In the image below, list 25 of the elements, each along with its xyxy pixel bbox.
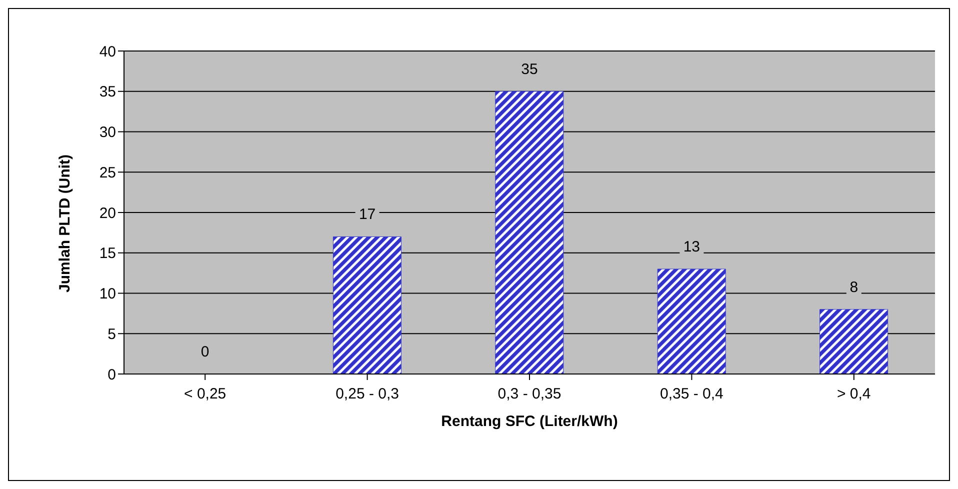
y-tick-label: 20 [99, 204, 116, 222]
y-tick-label: 10 [99, 286, 116, 303]
y-tick-label: 40 [99, 43, 116, 60]
y-tick-label: 30 [99, 124, 116, 142]
y-axis-title: Jumlah PLTD (Unit) [56, 154, 74, 292]
data-label: 0 [200, 344, 210, 360]
x-tick-label: 0,3 - 0,35 [498, 386, 562, 403]
x-axis-title: Rentang SFC (Liter/kWh) [441, 413, 618, 430]
bar [332, 236, 402, 374]
data-label: 8 [850, 278, 858, 296]
x-tick-label: 0,25 - 0,3 [336, 386, 399, 403]
x-tick-label: 0,35 - 0,4 [660, 386, 724, 403]
data-label: 17 [358, 206, 376, 224]
y-tick-label: 15 [99, 245, 116, 262]
data-label: 13 [683, 238, 700, 256]
x-tick-label: < 0,25 [184, 386, 226, 403]
x-tick-label: > 0,4 [837, 386, 871, 403]
y-tick-label: 0 [108, 366, 116, 384]
bar [820, 309, 888, 374]
y-tick-label: 35 [99, 84, 116, 101]
bar [495, 91, 564, 374]
bar [657, 268, 726, 374]
y-tick-label: 25 [99, 164, 116, 182]
data-label: 35 [521, 60, 538, 78]
y-tick-label: 5 [108, 326, 116, 343]
